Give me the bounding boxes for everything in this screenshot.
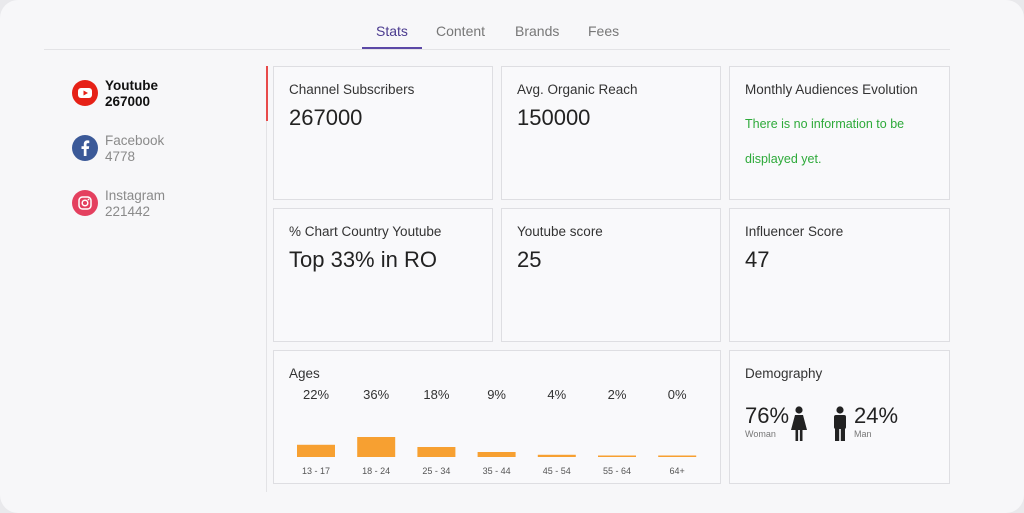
tab-bar: Stats Content Brands Fees	[44, 0, 950, 50]
age-bar-1	[357, 437, 396, 457]
card-label: Monthly Audiences Evolution	[745, 82, 918, 97]
empty-state-message: There is no information to be displayed …	[745, 117, 905, 166]
age-percentage-label: 2%	[608, 387, 627, 402]
woman-percentage: 76%	[745, 403, 790, 428]
age-bar-0	[297, 444, 335, 457]
tab-stats[interactable]: Stats	[376, 23, 408, 39]
demography-card: Demography 76% Woman 24% Man	[729, 350, 950, 484]
age-percentage-label: 9%	[487, 387, 506, 402]
woman-label: Woman	[745, 429, 776, 439]
network-count: 267000	[105, 94, 151, 109]
age-category-label: 13 - 17	[302, 466, 330, 476]
age-bar-4	[537, 454, 576, 457]
network-count: 4778	[105, 149, 136, 164]
age-bar-5	[598, 455, 636, 457]
age-percentage-label: 0%	[668, 387, 687, 402]
age-category-label: 64+	[670, 466, 685, 476]
tab-brands[interactable]: Brands	[515, 23, 560, 39]
age-bar-6	[658, 455, 697, 457]
card-value: 150000	[517, 105, 591, 130]
avg-organic-reach-card: Avg. Organic Reach 150000	[501, 66, 721, 200]
network-name: Facebook	[105, 133, 165, 148]
age-category-label: 55 - 64	[603, 466, 631, 476]
card-label: Avg. Organic Reach	[517, 82, 638, 97]
age-percentage-label: 22%	[303, 387, 329, 402]
card-value: 267000	[289, 105, 363, 130]
influencer-score-card: Influencer Score 47	[729, 208, 950, 342]
card-label: Ages	[289, 366, 320, 381]
network-name: Instagram	[105, 188, 166, 203]
card-label: Demography	[745, 366, 823, 381]
sidebar-divider	[266, 66, 267, 492]
channel-subscribers-card: Channel Subscribers 267000	[273, 66, 493, 200]
woman-icon	[790, 406, 808, 447]
card-label: Channel Subscribers	[289, 82, 415, 97]
man-icon	[832, 406, 848, 447]
active-tab-indicator	[362, 47, 422, 49]
age-percentage-label: 36%	[363, 387, 389, 402]
card-label: Influencer Score	[745, 224, 844, 239]
card-label: % Chart Country Youtube	[289, 224, 442, 239]
network-count: 221442	[105, 204, 151, 219]
tab-content[interactable]: Content	[436, 23, 486, 39]
age-percentage-label: 4%	[547, 387, 566, 402]
age-category-label: 18 - 24	[362, 466, 390, 476]
monthly-audiences-card: Monthly Audiences Evolution There is no …	[729, 66, 950, 200]
youtube-score-card: Youtube score 25	[501, 208, 721, 342]
age-bar-2	[417, 447, 456, 457]
age-bar-3	[477, 452, 516, 457]
man-label: Man	[854, 429, 872, 439]
ages-card: Ages 22% 13 - 17 36% 18 - 24 18% 25 - 34 9% 35 …	[273, 350, 721, 484]
card-value: 47	[745, 247, 770, 272]
card-value: 25	[517, 247, 542, 272]
card-value: Top 33% in RO	[289, 247, 437, 272]
age-category-label: 35 - 44	[483, 466, 511, 476]
youtube-icon	[72, 80, 98, 106]
tab-fees[interactable]: Fees	[588, 23, 620, 39]
network-name: Youtube	[105, 78, 158, 93]
ages-chart: 22% 13 - 17 36% 18 - 24 18% 25 - 34 9% 35 - 44 4…	[297, 387, 697, 476]
age-percentage-label: 18%	[423, 387, 449, 402]
age-category-label: 25 - 34	[422, 466, 450, 476]
card-label: Youtube score	[517, 224, 603, 239]
instagram-icon	[72, 190, 98, 216]
facebook-icon	[72, 135, 98, 161]
active-network-marker	[266, 66, 268, 121]
man-percentage: 24%	[854, 403, 899, 428]
chart-country-card: % Chart Country Youtube Top 33% in RO	[273, 208, 493, 342]
age-category-label: 45 - 54	[543, 466, 571, 476]
